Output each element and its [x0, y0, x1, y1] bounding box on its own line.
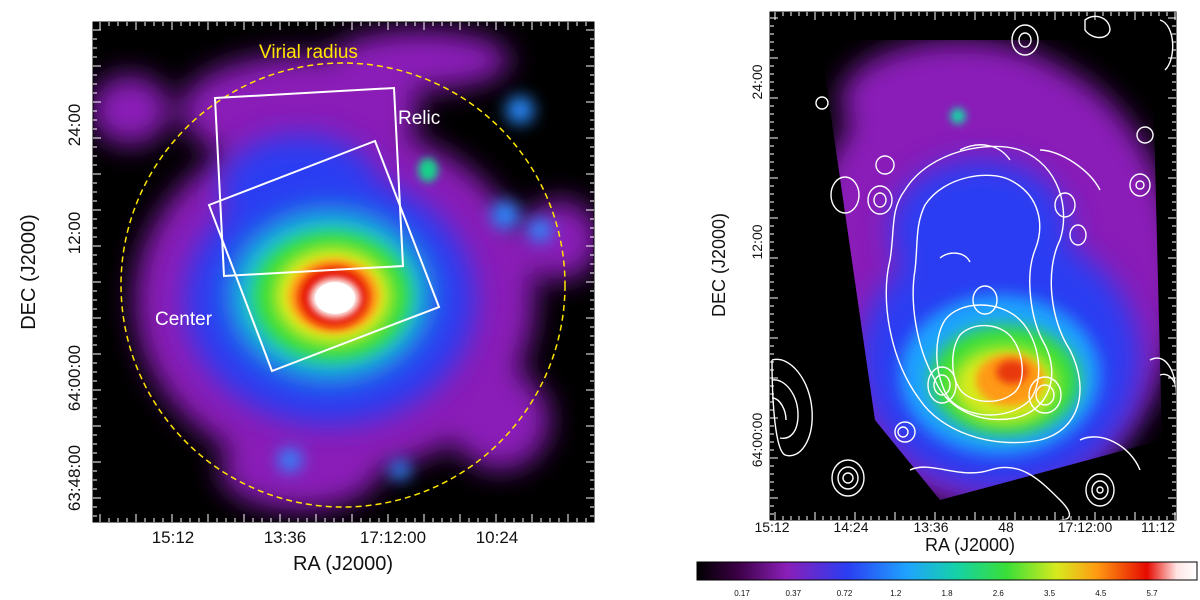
relic-region-box — [213, 86, 405, 278]
left-y-tick: 63:48:00 — [65, 445, 84, 511]
virial-radius-label: Virial radius — [259, 42, 358, 63]
right-x-tick: 13:36 — [913, 519, 948, 535]
colorbar-tick-label: 0.72 — [837, 589, 853, 598]
colorbar-tick-label: 0.37 — [785, 589, 801, 598]
right-y-tick: 64:00:00 — [749, 413, 765, 468]
colorbar: 0.17 0.37 0.72 1.2 1.8 2.6 3.5 4.5 5.7 — [696, 561, 1198, 598]
virial-radius-circle — [120, 62, 566, 508]
right-x-tick: 17:12:00 — [1058, 519, 1113, 535]
right-y-tick: 24:00 — [749, 64, 765, 99]
left-x-axis-label: RA (J2000) — [293, 553, 393, 575]
right-x-tick: 48 — [998, 519, 1014, 535]
colorbar-tick-label: 0.17 — [734, 589, 750, 598]
colorbar-tick-label: 2.6 — [993, 589, 1005, 598]
colorbar-gradient — [696, 561, 1198, 581]
center-label: Center — [155, 309, 213, 330]
colorbar-tick-label: 1.2 — [890, 589, 902, 598]
left-y-tick-labels: 24:00 12:00 64:00:00 63:48:00 — [65, 104, 84, 511]
right-y-tick: 12:00 — [749, 224, 765, 259]
right-x-tick: 14:24 — [833, 519, 868, 535]
left-y-tick: 64:00:00 — [65, 345, 84, 411]
left-y-tick: 24:00 — [65, 104, 84, 147]
radio-contours — [771, 15, 1176, 520]
relic-label: Relic — [398, 108, 440, 129]
colorbar-tick-label: 4.5 — [1095, 589, 1107, 598]
left-x-tick: 15:12 — [152, 528, 195, 547]
left-x-tick: 13:36 — [264, 528, 307, 547]
left-y-axis-label: DEC (J2000) — [18, 214, 40, 330]
left-x-tick: 17:12:00 — [360, 528, 426, 547]
left-y-tick: 12:00 — [65, 212, 84, 255]
right-xray-radio-map — [769, 11, 1177, 521]
colorbar-tick-label: 3.5 — [1044, 589, 1056, 598]
right-y-axis-label: DEC (J2000) — [709, 213, 729, 317]
colorbar-tick-label: 5.7 — [1146, 589, 1158, 598]
right-y-tick-labels: 24:00 12:00 64:00:00 — [749, 64, 765, 467]
center-region-box — [207, 139, 441, 373]
right-x-tick: 15:12 — [754, 519, 789, 535]
left-x-tick: 10:24 — [476, 528, 519, 547]
left-x-tick-labels: 15:12 13:36 17:12:00 10:24 — [152, 528, 519, 547]
right-x-tick-labels: 15:12 14:24 13:36 48 17:12:00 11:12 — [754, 519, 1175, 535]
left-xray-map: Virial radius Relic Center — [92, 21, 595, 523]
colorbar-tick-label: 1.8 — [941, 589, 953, 598]
right-x-axis-label: RA (J2000) — [925, 535, 1015, 555]
right-x-tick: 11:12 — [1141, 519, 1175, 535]
